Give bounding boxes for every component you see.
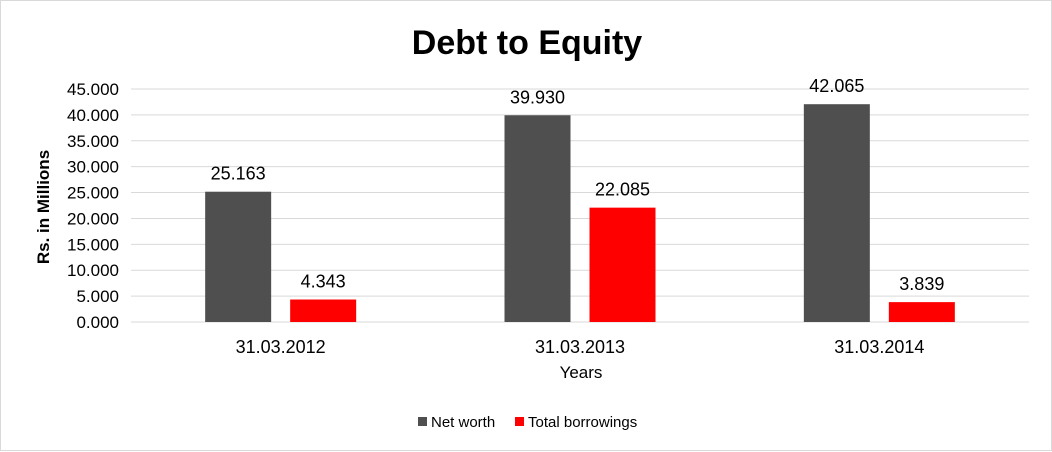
y-tick-label: 0.000 <box>76 313 119 332</box>
y-tick-label: 30.000 <box>67 158 119 177</box>
y-axis-ticks: 0.000 5.000 10.000 15.000 20.000 25.000 30.000… <box>67 80 119 332</box>
data-label: 22.085 <box>595 180 650 200</box>
x-axis-ticks: 31.03.2012 31.03.2013 31.03.2014 <box>236 337 925 357</box>
legend: Net worth Total borrowings <box>418 414 637 431</box>
legend-label-net-worth: Net worth <box>431 414 495 431</box>
y-tick-label: 10.000 <box>67 261 119 280</box>
x-tick-label: 31.03.2014 <box>834 337 924 357</box>
y-tick-label: 35.000 <box>67 132 119 151</box>
bar-total-borrowings <box>290 299 357 322</box>
bar-total-borrowings <box>888 302 955 322</box>
bar-net-worth <box>504 115 571 322</box>
y-tick-label: 15.000 <box>67 235 119 254</box>
y-tick-label: 45.000 <box>67 80 119 99</box>
y-tick-label: 25.000 <box>67 184 119 203</box>
data-label: 4.343 <box>301 272 346 292</box>
bar-net-worth <box>803 104 870 322</box>
data-label: 39.930 <box>510 87 565 107</box>
gridlines <box>131 88 1029 323</box>
bar-total-borrowings <box>589 207 656 322</box>
data-label: 42.065 <box>809 76 864 96</box>
y-axis-title: Rs. in Millions <box>34 150 53 264</box>
legend-label-total-borrowings: Total borrowings <box>528 414 637 431</box>
data-labels: 25.163 4.343 39.930 22.085 42.065 3.839 <box>211 76 945 294</box>
y-tick-label: 20.000 <box>67 209 119 228</box>
y-tick-label: 5.000 <box>76 287 119 306</box>
data-label: 25.163 <box>211 164 266 184</box>
data-label: 3.839 <box>899 274 944 294</box>
x-tick-label: 31.03.2012 <box>236 337 326 357</box>
y-tick-label: 40.000 <box>67 106 119 125</box>
x-tick-label: 31.03.2013 <box>535 337 625 357</box>
bars <box>205 104 955 322</box>
x-axis-title: Years <box>560 363 603 382</box>
chart-title: Debt to Equity <box>412 24 643 62</box>
legend-swatch-total-borrowings <box>515 417 524 426</box>
legend-swatch-net-worth <box>418 417 427 426</box>
bar-net-worth <box>205 191 272 322</box>
